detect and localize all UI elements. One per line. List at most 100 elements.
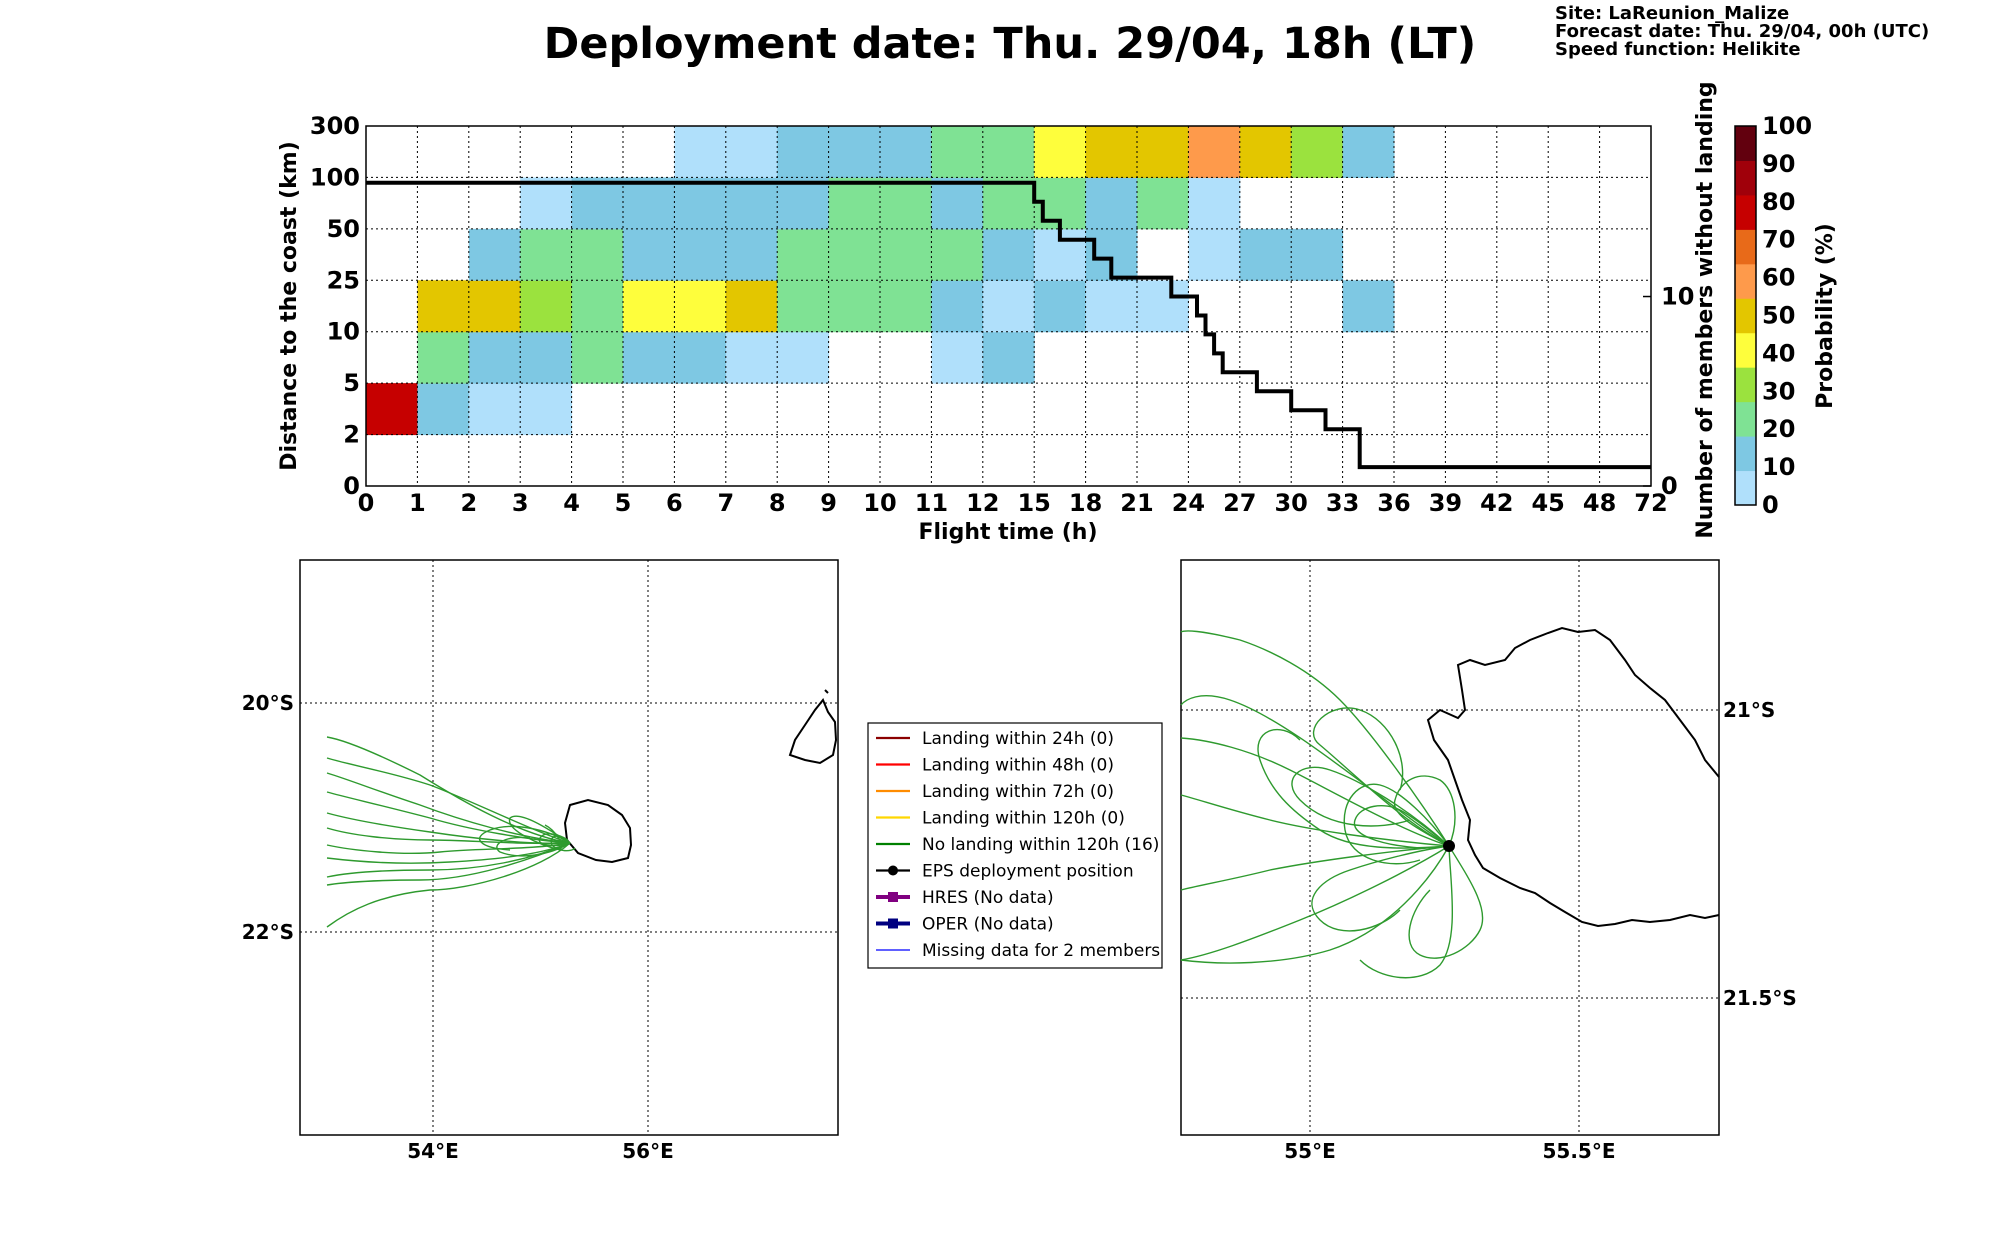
heatmap-cell [417, 280, 470, 333]
x-tick-label: 45 [1531, 489, 1564, 517]
heatmap-cell [982, 280, 1035, 333]
y2-tick-labels: 0 10 [1643, 283, 1694, 500]
x-tick-label: 72 [1634, 489, 1667, 517]
heatmap-cell [931, 228, 984, 281]
legend-label: OPER (No data) [922, 915, 1054, 935]
colorbar-tick-label: 20 [1762, 415, 1795, 443]
map-lon-label: 55°E [1284, 1139, 1336, 1163]
y-tick-label: 10 [327, 318, 360, 346]
x-tick-label: 11 [915, 489, 948, 517]
y-tick-label: 2 [343, 421, 360, 449]
heatmap-cell [931, 177, 984, 230]
trajectories-right [1180, 630, 1484, 979]
y-tick-label: 50 [327, 215, 360, 243]
x-tick-label: 7 [717, 489, 734, 517]
heatmap-cell [1034, 126, 1087, 178]
heatmap-cell [468, 280, 521, 333]
forecast-label: Forecast date: Thu. 29/04, 00h (UTC) [1555, 21, 1929, 42]
colorbar-tick-label: 100 [1762, 112, 1812, 140]
figure-title: Deployment date: Thu. 29/04, 18h (LT) [544, 19, 1477, 69]
la-reunion-coastline [1426, 626, 1720, 928]
heatmap-cell [417, 331, 470, 384]
x-tick-label: 24 [1172, 489, 1205, 517]
map-lon-label: 56°E [622, 1139, 674, 1163]
x-tick-label: 18 [1069, 489, 1102, 517]
heatmap-cell [982, 126, 1035, 178]
heatmap-cell [931, 126, 984, 178]
heatmap-cell [674, 331, 727, 384]
heatmap-cell [828, 126, 881, 178]
heatmap-cell [1085, 177, 1138, 230]
legend-label: EPS deployment position [922, 862, 1134, 882]
map-lat-label: 21.5°S [1723, 986, 1797, 1010]
x-tick-label: 0 [358, 489, 375, 517]
heatmap-cell [880, 126, 932, 178]
mauritius-island [788, 698, 838, 765]
colorbar-tick-label: 40 [1762, 339, 1795, 367]
x-tick-label: 1 [409, 489, 426, 517]
heatmap-cell [571, 177, 624, 230]
colorbar-segment [1735, 194, 1756, 230]
heatmap-cells [366, 126, 1395, 436]
heatmap-cell [520, 280, 573, 333]
y-tick-label: 100 [310, 163, 360, 191]
legend-box [867, 722, 1163, 969]
heatmap-cell [674, 228, 727, 281]
heatmap-cell [982, 177, 1035, 230]
heatmap-cell [777, 280, 830, 333]
heatmap-cell [468, 331, 521, 384]
legend-marker [888, 918, 898, 929]
heatmap-cell [417, 383, 470, 436]
colorbar-segment [1735, 126, 1756, 161]
heatmap-cell [931, 280, 984, 333]
zoom-map-graticule [1181, 560, 1719, 1135]
legend-items: Landing within 24h (0) Landing within 48h… [876, 729, 1160, 961]
zoom-map-lat-labels: 21°S 21.5°S [1723, 698, 1797, 1010]
colorbar-tick-label: 30 [1762, 377, 1795, 405]
heatmap-cell [468, 228, 521, 281]
colorbar-segment [1735, 367, 1756, 403]
colorbar-frame [1734, 125, 1757, 506]
heatmap-cell [725, 331, 778, 384]
colorbar-cells [1735, 126, 1756, 506]
heatmap-cell [571, 228, 624, 281]
x-tick-label: 2 [460, 489, 477, 517]
colorbar-segment [1735, 332, 1756, 368]
heatmap-cell [1291, 126, 1344, 178]
regional-map-frame [299, 559, 839, 1136]
legend-label: Landing within 24h (0) [922, 729, 1114, 749]
legend-label: Missing data for 2 members [922, 941, 1160, 961]
x-tick-label: 5 [615, 489, 632, 517]
legend-label: Landing within 120h (0) [922, 809, 1125, 829]
heatmap-cell [1137, 280, 1189, 333]
heatmap-cell [880, 177, 932, 230]
y-tick-label: 0 [343, 472, 360, 500]
x-tick-label: 39 [1429, 489, 1462, 517]
regional-map-lat-labels: 20°S 22°S [242, 691, 294, 944]
heatmap-cell [982, 228, 1035, 281]
members-without-landing-line [366, 180, 1651, 470]
map-lat-label: 21°S [1723, 698, 1775, 722]
colorbar-tick-label: 10 [1762, 453, 1795, 481]
eps-deployment-marker [1443, 840, 1455, 852]
heatmap-cell [1188, 177, 1241, 230]
heatmap-cell [623, 331, 675, 384]
x-tick-label: 4 [563, 489, 580, 517]
heatmap-cell [931, 331, 984, 384]
heatmap-cell [1188, 228, 1241, 281]
heatmap-cell [623, 280, 675, 333]
legend: Landing within 24h (0) Landing within 48h… [867, 722, 1163, 969]
heatmap-cell [520, 331, 573, 384]
regional-map-graticule [300, 560, 838, 1135]
colorbar-segment [1735, 298, 1756, 334]
heatmap-cell [1137, 177, 1189, 230]
x-tick-label: 12 [966, 489, 999, 517]
heatmap-cell [1291, 228, 1344, 281]
heatmap-cell [777, 331, 830, 384]
y-axis-label: Distance to the coast (km) [277, 141, 302, 471]
x-tick-label: 9 [820, 489, 837, 517]
heatmap-cell [1188, 126, 1241, 178]
map-lon-label: 55.5°E [1542, 1139, 1615, 1163]
trajectories-left [326, 736, 576, 928]
